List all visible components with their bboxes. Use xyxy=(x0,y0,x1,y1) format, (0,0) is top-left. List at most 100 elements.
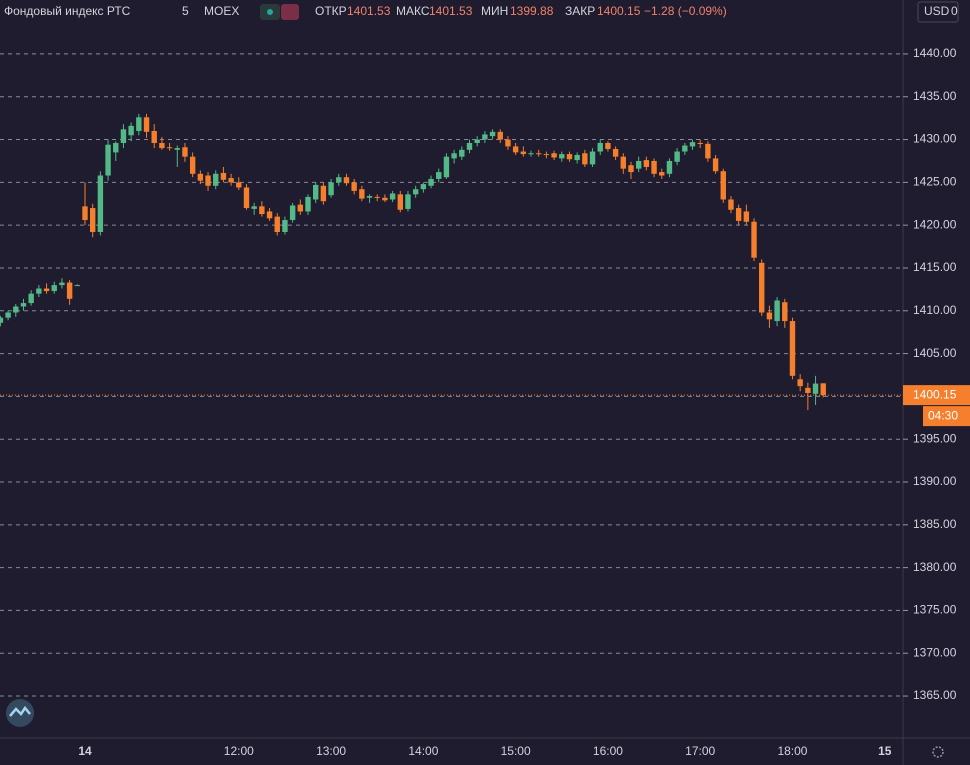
candle-body xyxy=(443,156,450,178)
candle-body xyxy=(789,321,796,376)
candle-body xyxy=(36,288,42,294)
candle-body xyxy=(559,154,565,159)
candle-body xyxy=(774,300,780,322)
countdown-box xyxy=(923,406,970,427)
candle-body xyxy=(313,184,319,200)
indicator-icon[interactable] xyxy=(281,4,299,20)
candle-body xyxy=(389,193,396,200)
candle-body xyxy=(528,153,534,155)
candle-body xyxy=(166,147,173,149)
candle-body xyxy=(797,379,803,387)
candle-body xyxy=(459,149,465,157)
candle-body xyxy=(420,184,427,190)
x-tick-label: 13:00 xyxy=(316,744,346,758)
candle-body xyxy=(205,175,211,186)
candle-body xyxy=(689,142,696,147)
candle-body xyxy=(228,178,234,183)
candle-body xyxy=(543,154,550,156)
candle-body xyxy=(735,208,742,221)
candle-body xyxy=(97,175,104,233)
candle-body xyxy=(743,211,750,222)
candle-body xyxy=(151,130,157,143)
candle-body xyxy=(336,177,342,183)
candle-body xyxy=(720,171,726,200)
candle-body xyxy=(466,142,473,150)
candle-body xyxy=(705,143,711,159)
candle-body xyxy=(189,156,196,174)
candle-body xyxy=(505,139,511,147)
x-tick-label: 15:00 xyxy=(501,744,531,758)
settings-icon[interactable] xyxy=(932,746,944,758)
candle-body xyxy=(89,208,96,233)
candle-body xyxy=(812,383,819,394)
candle-body xyxy=(697,142,703,144)
x-tick-label: 15 xyxy=(878,744,892,758)
currency-value: 0 xyxy=(951,4,958,18)
candle-body xyxy=(43,288,50,292)
candle-body xyxy=(143,117,150,132)
candle-body xyxy=(243,187,250,209)
candle-body xyxy=(397,194,403,210)
candle-body xyxy=(474,139,480,143)
candle-body xyxy=(320,185,327,202)
countdown: 04:30 xyxy=(928,408,958,422)
candle-body xyxy=(759,262,765,313)
candle-body xyxy=(574,154,580,161)
candle-body xyxy=(374,196,380,198)
y-tick-label: 1415.00 xyxy=(913,260,957,274)
y-tick-label: 1380.00 xyxy=(913,560,957,574)
candle-body xyxy=(0,317,4,323)
y-tick-label: 1430.00 xyxy=(913,132,957,146)
x-tick-label: 18:00 xyxy=(777,744,807,758)
candle-body xyxy=(13,306,19,313)
exchange: MOEX xyxy=(204,4,239,18)
change-value: −1.28 (−0.09%) xyxy=(644,4,727,18)
candle-body xyxy=(612,148,619,157)
candle-body xyxy=(820,383,826,396)
candle-body xyxy=(82,206,88,221)
x-tick-label: 12:00 xyxy=(224,744,254,758)
candle-body xyxy=(105,144,111,176)
candle-body xyxy=(282,220,288,233)
x-tick-label: 14 xyxy=(78,744,92,758)
high-value: 1401.53 xyxy=(429,4,473,18)
candle-body xyxy=(605,142,611,149)
candle-body xyxy=(120,129,127,143)
candle-body xyxy=(328,182,334,196)
logo-mark xyxy=(9,705,31,717)
candle-body xyxy=(428,178,434,186)
candle-body xyxy=(597,142,603,152)
candle-body xyxy=(589,151,596,165)
candle-body xyxy=(520,151,527,155)
y-tick-label: 1435.00 xyxy=(913,89,957,103)
candle-body xyxy=(182,147,188,157)
open-value: 1401.53 xyxy=(347,4,391,18)
candle-body xyxy=(297,204,304,212)
y-tick-label: 1370.00 xyxy=(913,645,957,659)
legend-header: Фондовый индекс РТС 5 MOEX ОТКР 1401.53 … xyxy=(0,0,740,24)
header-bg xyxy=(0,0,740,24)
candle-body xyxy=(266,211,273,219)
candle-body xyxy=(213,173,219,186)
candle-body xyxy=(113,142,119,153)
y-tick-label: 1410.00 xyxy=(913,303,957,317)
candle-body xyxy=(259,206,265,215)
x-tick-label: 17:00 xyxy=(685,744,715,758)
currency: USD xyxy=(924,4,950,18)
candle-body xyxy=(136,117,142,131)
candle-body xyxy=(620,156,626,169)
x-tick-label: 14:00 xyxy=(408,744,438,758)
candle-body xyxy=(366,196,373,198)
candle-body xyxy=(51,285,57,292)
y-tick-label: 1385.00 xyxy=(913,517,957,531)
candle-body xyxy=(251,206,257,209)
candle-body xyxy=(536,153,542,155)
candle-body xyxy=(359,189,365,199)
y-tick-label: 1425.00 xyxy=(913,175,957,189)
candle-body xyxy=(174,148,180,150)
candle-body xyxy=(682,145,688,152)
low-label: МИН xyxy=(481,4,508,18)
interval: 5 xyxy=(182,4,189,18)
currency-button[interactable] xyxy=(917,1,959,23)
